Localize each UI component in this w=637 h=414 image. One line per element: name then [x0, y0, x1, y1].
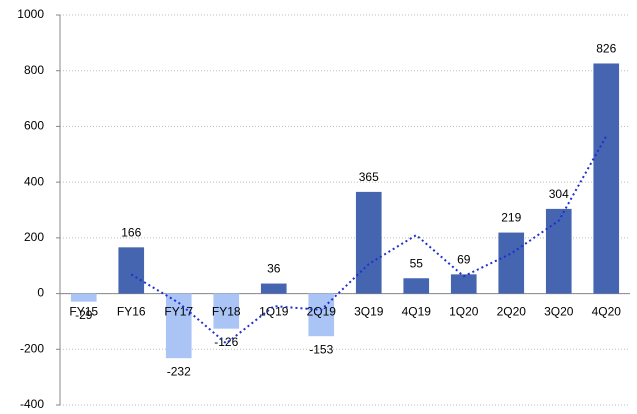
x-tick-label: 4Q20 [592, 305, 622, 319]
bar [545, 208, 572, 294]
value-label: -126 [214, 335, 238, 349]
y-tick-label: -400 [20, 397, 44, 411]
bar [355, 191, 382, 294]
value-label: 166 [121, 226, 141, 240]
bar [213, 293, 240, 329]
y-tick-label: -200 [20, 341, 44, 355]
x-tick-label: 1Q20 [449, 305, 479, 319]
value-label: 55 [410, 256, 424, 270]
trend-line [130, 135, 608, 345]
x-tick-label: 3Q20 [544, 305, 574, 319]
x-tick-label: 1Q19 [259, 305, 289, 319]
x-tick-label: FY18 [212, 305, 241, 319]
bar [165, 293, 192, 359]
bar [118, 247, 145, 294]
value-label: 365 [359, 170, 379, 184]
x-tick-label: FY17 [164, 305, 193, 319]
y-tick-label: 1000 [17, 7, 44, 21]
value-label: 36 [267, 262, 281, 276]
value-label: 304 [549, 187, 569, 201]
value-label: 826 [596, 42, 616, 56]
bar [450, 274, 477, 294]
bar [260, 283, 287, 294]
value-label: 219 [501, 211, 521, 225]
y-tick-label: 200 [24, 230, 44, 244]
value-label: 69 [457, 253, 471, 267]
x-tick-label: FY15 [69, 305, 98, 319]
bar [70, 293, 97, 302]
x-tick-label: 4Q19 [402, 305, 432, 319]
x-tick-label: 3Q19 [354, 305, 384, 319]
bar [498, 232, 525, 294]
y-tick-label: 600 [24, 119, 44, 133]
value-label: -29 [75, 308, 93, 322]
bar [593, 63, 620, 294]
value-label: -232 [167, 364, 191, 378]
x-tick-label: 2Q19 [307, 305, 337, 319]
y-tick-label: 400 [24, 174, 44, 188]
x-tick-label: 2Q20 [497, 305, 527, 319]
y-tick-label: 0 [37, 286, 44, 300]
bar [403, 278, 430, 294]
x-tick-label: FY16 [117, 305, 146, 319]
y-tick-label: 800 [24, 63, 44, 77]
value-label: -153 [309, 342, 333, 356]
bar [308, 293, 335, 337]
